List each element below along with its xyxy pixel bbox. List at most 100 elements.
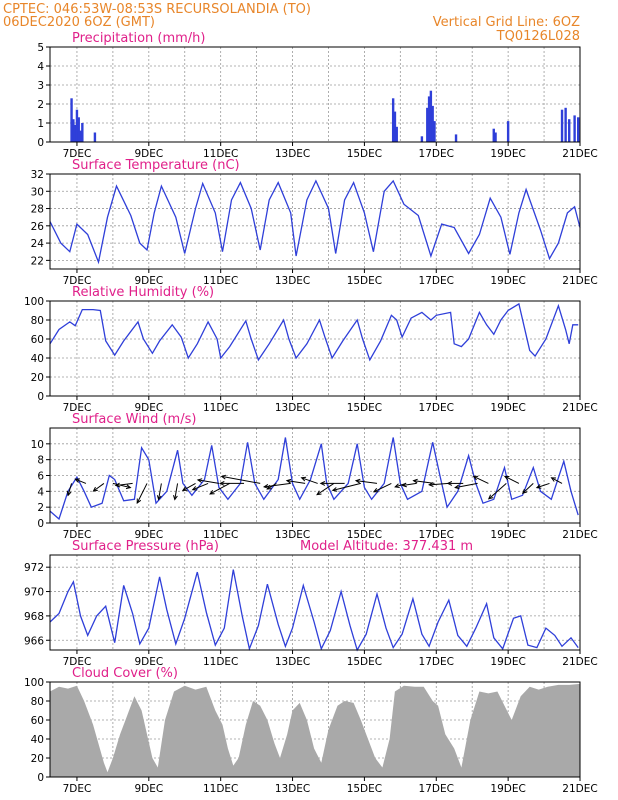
wind-vector-head bbox=[125, 484, 132, 490]
wind-vector-head bbox=[262, 483, 269, 489]
precip-bar-25 bbox=[577, 117, 580, 142]
wind-vector-head bbox=[220, 474, 227, 480]
series-line-rh bbox=[49, 302, 579, 362]
wind-vector-shaft bbox=[75, 478, 87, 484]
xtick-label-wind: 21DEC bbox=[562, 529, 597, 541]
precip-bar-23 bbox=[568, 119, 571, 142]
ytick-label-precip: 1 bbox=[37, 118, 44, 130]
wind-vector-shaft bbox=[536, 482, 550, 489]
series-line-pres bbox=[49, 569, 579, 652]
precip-bar-21 bbox=[560, 109, 564, 142]
series-line-wind bbox=[49, 437, 579, 521]
wind-vector-21 bbox=[354, 478, 378, 484]
ytick-label-precip: 2 bbox=[37, 99, 44, 111]
xtick-label-wind: 9DEC bbox=[134, 529, 163, 541]
wind-vector-head bbox=[156, 495, 162, 501]
panel-title-precip: Precipitation (mm/h) bbox=[72, 31, 205, 46]
wind-vector-shaft bbox=[136, 483, 148, 504]
xtick-label-temp: 19DEC bbox=[490, 275, 525, 287]
wind-vector-shaft bbox=[413, 480, 435, 484]
wind-vector-shaft bbox=[504, 475, 520, 484]
precip-bar-11 bbox=[420, 136, 424, 142]
header-date: 06DEC2020 6OZ (GMT) bbox=[3, 15, 155, 30]
wind-vector-shaft bbox=[551, 477, 563, 484]
wind-vector-34 bbox=[550, 477, 563, 484]
wind-vector-head bbox=[446, 481, 453, 486]
wind-vector-11 bbox=[209, 482, 230, 495]
xtick-label-temp: 13DEC bbox=[275, 275, 310, 287]
precip-bar-20 bbox=[506, 121, 510, 142]
cloud-area bbox=[50, 683, 580, 777]
ytick-label-rh: 60 bbox=[31, 334, 44, 346]
xtick-label-pres: 13DEC bbox=[275, 656, 310, 668]
wind-vector-shaft bbox=[93, 483, 105, 492]
precip-bar-8 bbox=[391, 98, 395, 142]
xtick-label-precip: 17DEC bbox=[419, 148, 454, 160]
precip-bar-4 bbox=[77, 117, 80, 142]
xtick-label-temp: 7DEC bbox=[63, 275, 92, 287]
wind-vector-head bbox=[550, 477, 557, 482]
wind-vector-shaft bbox=[221, 475, 261, 484]
xtick-label-wind: 7DEC bbox=[63, 529, 92, 541]
wind-vector-shaft bbox=[522, 483, 534, 494]
precip-bar-19 bbox=[494, 132, 497, 142]
wind-vector-head bbox=[285, 478, 292, 484]
xtick-label-wind: 17DEC bbox=[419, 529, 454, 541]
wind-vector-10 bbox=[196, 478, 219, 484]
wind-vector-26 bbox=[428, 482, 449, 487]
xtick-label-cloud: 11DEC bbox=[203, 783, 238, 795]
ytick-label-pres: 966 bbox=[24, 635, 44, 647]
wind-vector-head bbox=[74, 478, 80, 483]
ytick-label-wind: 2 bbox=[37, 502, 44, 514]
wind-vector-7 bbox=[173, 483, 179, 501]
precip-bar-5 bbox=[79, 130, 82, 142]
precip-bar-24 bbox=[573, 115, 576, 142]
panel-frame-cloud bbox=[49, 681, 581, 778]
wind-vector-head bbox=[331, 487, 338, 492]
wind-vector-head bbox=[92, 486, 98, 492]
xtick-label-rh: 17DEC bbox=[419, 402, 454, 414]
wind-vector-33 bbox=[535, 482, 550, 489]
panel-frame-temp bbox=[49, 173, 581, 270]
xtick-label-precip: 9DEC bbox=[134, 148, 163, 160]
xtick-label-cloud: 7DEC bbox=[63, 783, 92, 795]
wind-vector-shaft bbox=[67, 483, 73, 496]
wind-vector-shaft bbox=[402, 482, 417, 487]
xtick-label-rh: 19DEC bbox=[490, 402, 525, 414]
wind-vector-shaft bbox=[192, 482, 209, 491]
wind-vector-head bbox=[521, 488, 528, 494]
ytick-label-precip: 0 bbox=[37, 137, 44, 149]
wind-vector-head bbox=[503, 475, 510, 481]
wind-vector-head bbox=[316, 490, 322, 496]
ytick-label-temp: 26 bbox=[31, 221, 45, 233]
wind-vector-shaft bbox=[209, 482, 230, 495]
wind-vector-head bbox=[196, 478, 203, 483]
wind-vector-shaft bbox=[455, 482, 478, 489]
precip-bar-3 bbox=[75, 109, 79, 142]
panel-wind: Surface Wind (m/s) 0 2 4 6 8 10 7DEC 9DEC 11DEC 13… bbox=[31, 412, 598, 541]
panel-title-wind: Surface Wind (m/s) bbox=[72, 412, 196, 427]
panel-rh: Relative Humidity (%) 0 20 40 60 80 100 7DEC 9DE… bbox=[24, 285, 598, 414]
xtick-label-precip: 13DEC bbox=[275, 148, 310, 160]
wind-vector-head bbox=[114, 482, 121, 488]
xtick-label-precip: 11DEC bbox=[203, 148, 238, 160]
ytick-label-temp: 32 bbox=[31, 169, 44, 181]
ytick-label-wind: 10 bbox=[31, 439, 44, 451]
ytick-label-precip: 3 bbox=[37, 80, 44, 92]
ytick-label-wind: 4 bbox=[37, 486, 44, 498]
precip-bar-18 bbox=[492, 128, 495, 142]
wind-vector-shaft bbox=[316, 483, 335, 496]
wind-vector-shaft bbox=[355, 480, 378, 484]
xtick-label-temp: 11DEC bbox=[203, 275, 238, 287]
xtick-label-cloud: 9DEC bbox=[134, 783, 163, 795]
wind-vector-shaft bbox=[264, 482, 291, 488]
wind-vector-head bbox=[181, 486, 188, 491]
ytick-label-pres: 968 bbox=[24, 611, 44, 623]
precip-bar-6 bbox=[81, 123, 84, 142]
panel-pres: Surface Pressure (hPa) Model Altitude: 37… bbox=[24, 539, 598, 668]
precip-bar-17 bbox=[454, 134, 458, 142]
wind-vector-head bbox=[354, 478, 361, 484]
wind-vector-shaft bbox=[301, 477, 318, 484]
panels-group: Precipitation (mm/h) 0 1 2 3 4 5 7DEC 9DEC 11DEC 1… bbox=[24, 31, 598, 795]
wind-vector-4 bbox=[114, 482, 133, 488]
